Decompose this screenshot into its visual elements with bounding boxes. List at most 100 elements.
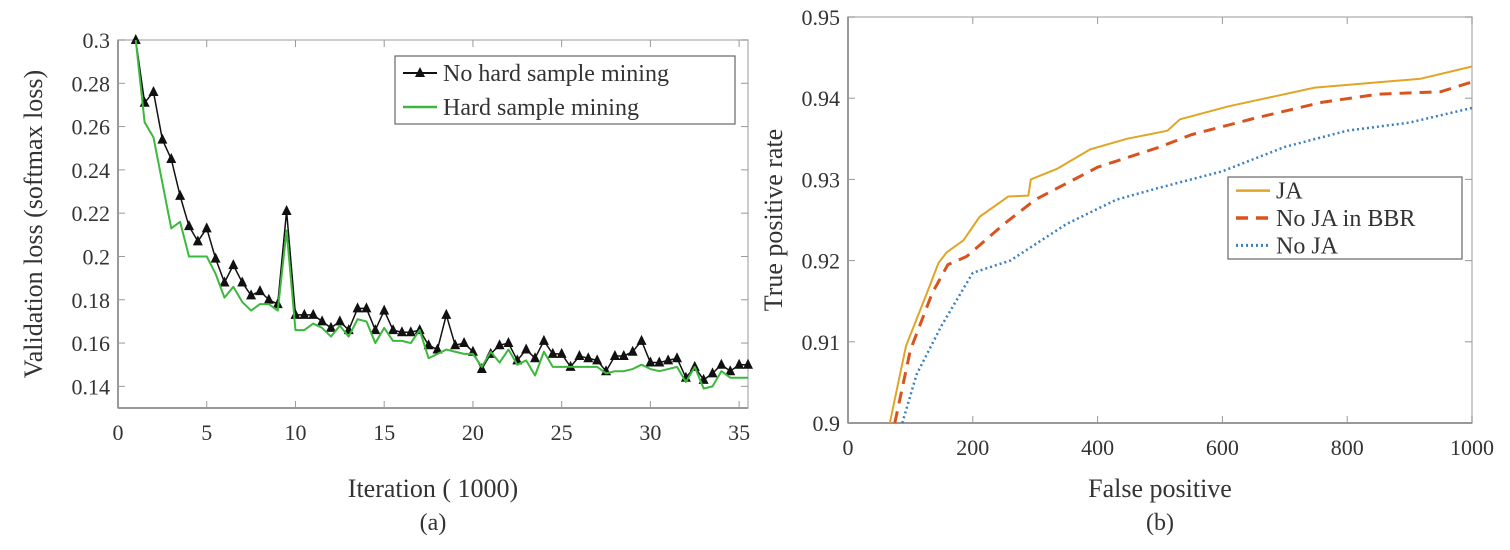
y-tick-label: 0.3: [83, 28, 111, 53]
y-tick-label: 0.2: [83, 244, 111, 269]
data-point-marker: [494, 339, 505, 350]
data-point-marker: [423, 339, 434, 350]
data-point-marker: [618, 350, 629, 361]
x-tick-label: 35: [728, 420, 750, 445]
data-point-marker: [263, 293, 274, 304]
data-point-marker: [538, 334, 549, 345]
y-tick-label: 0.28: [72, 71, 111, 96]
data-point-marker: [379, 304, 390, 315]
x-axis-label: False positive: [1088, 474, 1232, 503]
caption: (a): [420, 510, 447, 536]
data-point-marker: [627, 345, 638, 356]
data-point-marker: [290, 308, 301, 319]
data-point-marker: [192, 235, 203, 246]
data-point-marker: [334, 315, 345, 326]
data-point-marker: [246, 289, 257, 300]
data-point-marker: [663, 354, 674, 365]
x-tick-label: 30: [639, 420, 661, 445]
data-point-marker: [636, 334, 647, 345]
data-point-marker: [609, 350, 620, 361]
data-point-marker: [308, 308, 319, 319]
series-line-0: [888, 65, 1473, 424]
y-axis-label: Validation loss (softmax loss): [19, 70, 48, 378]
data-point-marker: [183, 220, 194, 231]
series-line-0: [135, 39, 748, 381]
y-tick-label: 0.9: [813, 411, 841, 436]
data-point-marker: [503, 337, 514, 348]
y-tick-label: 0.93: [802, 167, 841, 192]
data-point-marker: [734, 358, 745, 369]
x-tick-label: 800: [1331, 435, 1364, 460]
data-point-marker: [317, 315, 328, 326]
data-point-marker: [547, 347, 558, 358]
chart-a: 0 5 10 15 20 25 30 35 0.14 0.16 0.18 0.2 0.22 0.24 0.2…: [19, 28, 753, 536]
data-point-marker: [450, 339, 461, 350]
x-tick-label: 25: [551, 420, 573, 445]
legend-label-1: Hard sample mining: [443, 95, 639, 121]
data-point-marker: [388, 324, 399, 335]
y-tick-label: 0.22: [72, 201, 111, 226]
series-line-1: [134, 39, 748, 390]
data-point-marker: [672, 352, 683, 363]
data-point-marker: [370, 324, 381, 335]
y-tick-label: 0.26: [72, 115, 111, 140]
legend: No hard sample mining Hard sample mining: [394, 55, 736, 125]
data-point-marker: [592, 354, 603, 365]
data-point-marker: [254, 285, 265, 296]
data-point-marker: [583, 352, 594, 363]
x-tick-label: 1000: [1450, 435, 1494, 460]
legend-label-0: No hard sample mining: [443, 61, 669, 87]
data-point-marker: [210, 252, 221, 263]
data-point-marker: [201, 222, 212, 233]
y-tick-label: 0.94: [802, 86, 841, 111]
data-point-marker: [219, 276, 230, 287]
data-point-marker: [157, 133, 168, 144]
chart-b: 0 200 400 600 800 1000 0.9 0.91 0.92 0.93 0.94 0.95…: [759, 5, 1494, 536]
data-point-marker: [707, 367, 718, 378]
data-point-marker: [476, 363, 487, 374]
legend-label-0: JA: [1276, 179, 1303, 205]
x-tick-label: 600: [1206, 435, 1239, 460]
data-point-marker: [299, 308, 310, 319]
y-tick-label: 0.95: [802, 5, 841, 30]
data-point-marker: [166, 153, 177, 164]
data-point-marker: [237, 276, 248, 287]
data-point-marker: [574, 350, 585, 361]
data-point-marker: [654, 356, 665, 367]
y-tick-label: 0.14: [72, 374, 111, 399]
x-tick-label: 0: [113, 420, 124, 445]
data-point-marker: [175, 189, 186, 200]
data-point-marker: [725, 365, 736, 376]
y-tick-label: 0.91: [802, 330, 841, 355]
data-point-marker: [396, 326, 407, 337]
data-point-marker: [459, 337, 470, 348]
data-point-marker: [530, 352, 541, 363]
data-point-marker: [130, 34, 141, 44]
x-tick-label: 15: [373, 420, 395, 445]
y-axis-label: True positive rate: [759, 129, 788, 311]
data-point-marker: [228, 259, 239, 270]
data-point-marker: [361, 302, 372, 313]
caption: (b): [1146, 510, 1174, 536]
x-axis-label: Iteration ( 1000): [348, 474, 518, 503]
data-point-marker: [148, 85, 159, 96]
x-tick-label: 0: [843, 435, 854, 460]
y-tick-label: 0.18: [72, 288, 111, 313]
data-point-marker: [743, 358, 753, 369]
data-point-marker: [716, 358, 727, 369]
y-tick-label: 0.24: [72, 158, 111, 183]
x-tick-label: 20: [462, 420, 484, 445]
legend-label-1: No JA in BBR: [1276, 206, 1415, 232]
data-point-marker: [432, 343, 443, 354]
x-tick-label: 10: [284, 420, 306, 445]
series-line-2: [901, 106, 1473, 424]
data-point-marker: [645, 356, 656, 367]
legend-box: [394, 55, 736, 125]
data-point-marker: [352, 302, 363, 313]
data-point-marker: [325, 321, 336, 332]
y-tick-label: 0.92: [802, 249, 841, 274]
data-point-marker: [414, 324, 425, 335]
data-point-marker: [521, 343, 532, 354]
